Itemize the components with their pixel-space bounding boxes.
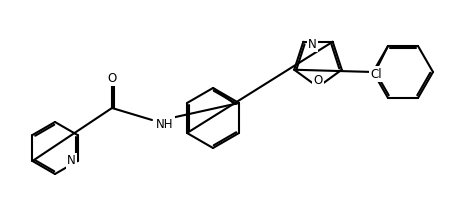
Text: O: O (314, 74, 322, 86)
Text: NH: NH (156, 118, 174, 130)
Text: O: O (107, 72, 117, 84)
Text: N: N (308, 38, 317, 51)
Text: N: N (67, 155, 75, 167)
Text: Cl: Cl (370, 67, 382, 81)
